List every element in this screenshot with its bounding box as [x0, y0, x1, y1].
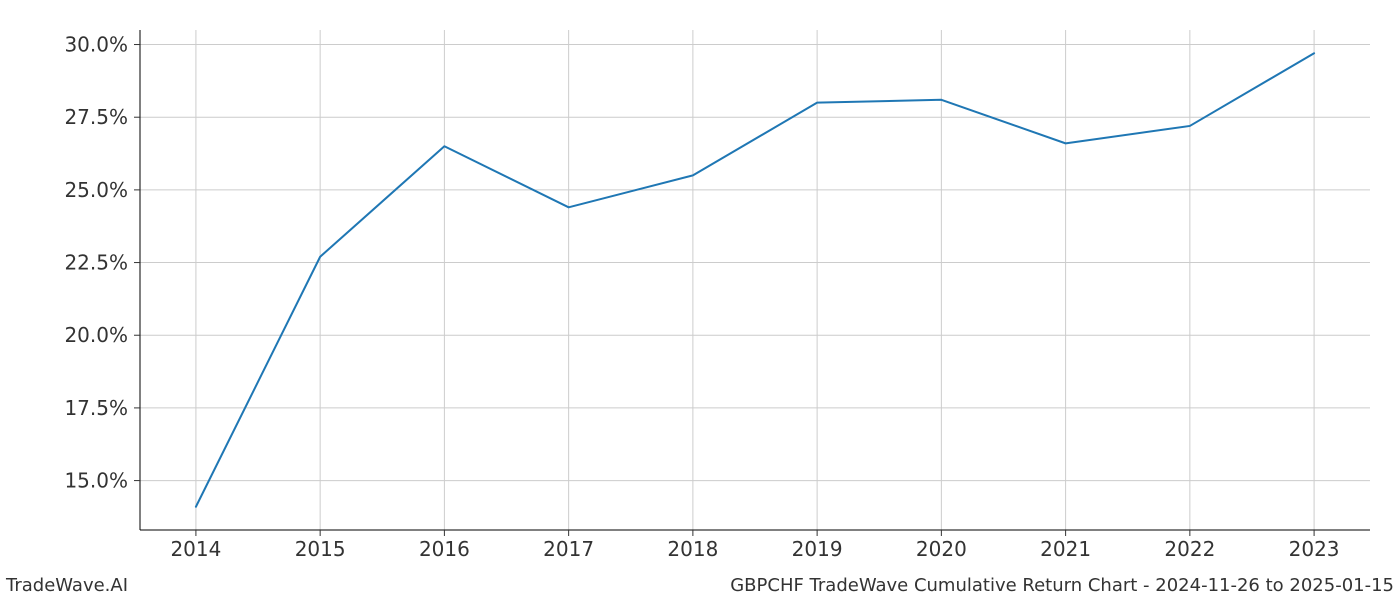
- y-tick-label: 20.0%: [64, 323, 128, 347]
- y-tick-label: 15.0%: [64, 469, 128, 493]
- x-tick-label: 2017: [543, 537, 594, 561]
- y-tick-label: 22.5%: [64, 251, 128, 275]
- x-tick-label: 2014: [170, 537, 221, 561]
- x-tick-label: 2023: [1289, 537, 1340, 561]
- x-tick-label: 2016: [419, 537, 470, 561]
- chart-container: 2014 2015 2016 2017 2018 2019 2020 2021 2022 2023…: [0, 0, 1400, 600]
- y-tick-label: 17.5%: [64, 396, 128, 420]
- x-tick-label: 2018: [667, 537, 718, 561]
- x-tick-label: 2021: [1040, 537, 1091, 561]
- footer-right-text: GBPCHF TradeWave Cumulative Return Chart…: [730, 575, 1394, 596]
- y-tick-label: 30.0%: [64, 33, 128, 57]
- x-tick-label: 2020: [916, 537, 967, 561]
- footer-left-text: TradeWave.AI: [6, 575, 128, 596]
- y-tick-label: 25.0%: [64, 178, 128, 202]
- x-tick-label: 2015: [295, 537, 346, 561]
- footer: TradeWave.AI GBPCHF TradeWave Cumulative…: [0, 572, 1400, 596]
- x-tick-label: 2019: [792, 537, 843, 561]
- line-chart: 2014 2015 2016 2017 2018 2019 2020 2021 2022 2023…: [0, 0, 1400, 600]
- x-tick-label: 2022: [1164, 537, 1215, 561]
- y-tick-label: 27.5%: [64, 105, 128, 129]
